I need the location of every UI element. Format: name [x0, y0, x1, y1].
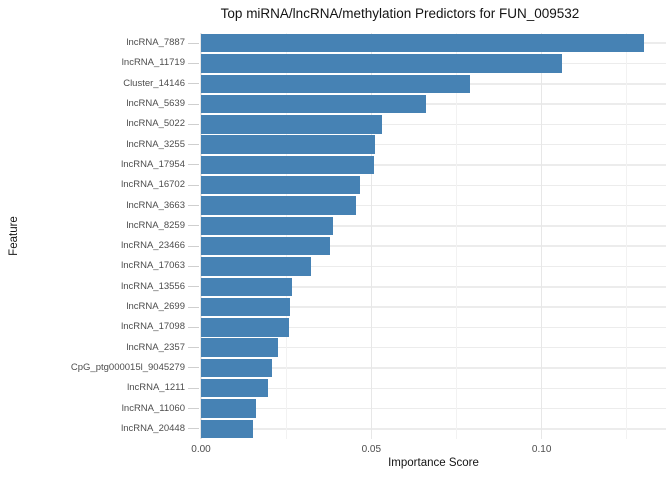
y-tick-mark: [188, 205, 199, 207]
x-tick-label: 0.10: [531, 444, 552, 455]
y-tick-label: lncRNA_17098: [121, 321, 185, 333]
y-tick-mark: [188, 42, 199, 44]
y-tick-label: lncRNA_17954: [121, 158, 185, 170]
y-tick-mark: [188, 306, 199, 308]
y-tick-mark: [188, 123, 199, 125]
bar-lncRNA_16702: [201, 176, 361, 195]
bar-lncRNA_8259: [201, 216, 334, 236]
bar-lncRNA_17098: [201, 318, 289, 337]
gridline-horizontal: [201, 103, 666, 105]
plot-panel: [200, 33, 666, 439]
gridline-vertical-major: [540, 33, 543, 439]
y-tick-label: lncRNA_16702: [121, 179, 185, 191]
y-tick-label: lncRNA_7887: [126, 37, 185, 49]
gridline-horizontal: [201, 184, 666, 186]
y-tick-label: lncRNA_1211: [127, 382, 185, 394]
gridline-horizontal: [201, 245, 666, 247]
gridline-vertical-minor: [285, 33, 287, 439]
y-tick-label: lncRNA_2357: [126, 341, 185, 353]
y-tick-label: lncRNA_5022: [126, 118, 185, 130]
gridline-horizontal: [201, 286, 666, 288]
gridline-horizontal: [201, 225, 666, 227]
y-tick-mark: [188, 164, 199, 166]
bar-CpG_ptg000015l_9045279: [201, 358, 272, 378]
gridline-horizontal: [201, 265, 666, 268]
y-tick-label: lncRNA_3663: [126, 199, 185, 211]
gridline-horizontal: [201, 326, 666, 329]
y-tick-mark: [188, 286, 199, 288]
gridline-horizontal: [201, 346, 666, 349]
y-tick-mark: [188, 326, 199, 328]
x-tick-label: 0.05: [361, 444, 382, 455]
y-tick-mark: [188, 225, 199, 227]
y-tick-label: lncRNA_3255: [126, 138, 185, 150]
y-tick-mark: [188, 265, 199, 267]
y-tick-label: lncRNA_23466: [121, 240, 185, 252]
gridline-horizontal: [201, 164, 666, 166]
y-tick-mark: [188, 347, 199, 349]
gridline-vertical-major: [200, 33, 202, 439]
gridline-horizontal: [201, 143, 666, 146]
y-tick-label: CpG_ptg000015l_9045279: [70, 361, 185, 373]
y-tick-mark: [188, 387, 199, 389]
x-tick-label: 0.00: [191, 444, 211, 455]
bar-lncRNA_11719: [201, 54, 563, 73]
y-tick-label: lncRNA_11060: [121, 402, 185, 414]
gridline-vertical-minor: [626, 33, 628, 439]
gridline-vertical-minor: [455, 33, 457, 439]
bar-lncRNA_2699: [201, 297, 290, 317]
bar-lncRNA_11060: [201, 399, 256, 418]
gridline-horizontal: [201, 428, 666, 430]
y-tick-label: lncRNA_2699: [126, 301, 185, 313]
y-tick-mark: [188, 62, 199, 64]
bar-lncRNA_7887: [201, 33, 644, 53]
bar-lncRNA_3255: [201, 135, 376, 154]
y-tick-label: lncRNA_20448: [121, 422, 185, 434]
bar-lncRNA_20448: [201, 419, 253, 439]
gridline-vertical-major: [370, 33, 373, 439]
gridline-horizontal: [201, 306, 666, 308]
x-axis-title: Importance Score: [388, 457, 479, 469]
chart-title: Top miRNA/lncRNA/methylation Predictors …: [220, 6, 580, 21]
y-tick-mark: [188, 83, 199, 85]
y-tick-label: lncRNA_17063: [121, 260, 185, 272]
y-tick-mark: [188, 408, 199, 410]
bar-Cluster_14146: [201, 74, 471, 93]
bar-lncRNA_3663: [201, 196, 357, 215]
y-tick-label: lncRNA_13556: [121, 280, 185, 292]
bar-lncRNA_5022: [201, 115, 382, 134]
bar-lncRNA_17063: [201, 257, 311, 276]
y-tick-mark: [188, 428, 199, 430]
y-tick-label: lncRNA_11719: [121, 57, 185, 69]
gridline-horizontal: [201, 407, 666, 410]
gridline-horizontal: [201, 204, 666, 207]
bar-lncRNA_5639: [201, 94, 426, 114]
bar-lncRNA_17954: [201, 155, 375, 175]
bar-lncRNA_13556: [201, 277, 292, 296]
bar-lncRNA_2357: [201, 338, 278, 357]
y-tick-label: Cluster_14146: [123, 77, 185, 89]
y-tick-mark: [188, 144, 199, 146]
y-tick-mark: [188, 245, 199, 247]
y-tick-label: lncRNA_5639: [126, 98, 185, 110]
bar-lncRNA_23466: [201, 236, 331, 256]
gridline-horizontal: [201, 123, 666, 126]
gridline-horizontal: [201, 387, 666, 389]
bar-lncRNA_1211: [201, 379, 269, 398]
y-tick-mark: [188, 367, 199, 369]
gridline-horizontal: [201, 367, 666, 369]
y-tick-mark: [188, 184, 199, 186]
y-tick-label: lncRNA_8259: [126, 219, 185, 231]
y-tick-mark: [188, 103, 199, 105]
